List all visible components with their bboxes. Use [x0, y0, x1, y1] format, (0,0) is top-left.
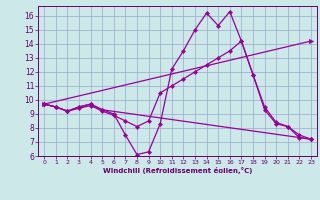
X-axis label: Windchill (Refroidissement éolien,°C): Windchill (Refroidissement éolien,°C) — [103, 167, 252, 174]
